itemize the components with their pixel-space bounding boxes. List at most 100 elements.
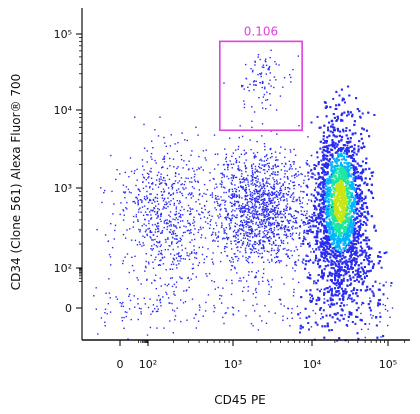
event-dot (258, 195, 260, 198)
event-dot (334, 212, 337, 215)
event-dot (315, 217, 317, 219)
event-dot (322, 146, 324, 148)
event-dot (361, 192, 363, 195)
event-dot (331, 149, 334, 151)
event-dot (241, 206, 244, 208)
event-dot (307, 171, 310, 174)
event-dot (324, 163, 327, 166)
event-dot (329, 181, 332, 184)
event-dot (344, 231, 347, 233)
event-dot (326, 212, 329, 215)
event-dot (300, 173, 302, 175)
event-dot (332, 165, 335, 168)
event-dot (352, 180, 355, 182)
event-dot (323, 226, 326, 229)
event-dot (262, 212, 264, 214)
event-dot (333, 240, 336, 243)
event-dot (356, 162, 359, 165)
event-dot (228, 225, 231, 227)
event-dot (243, 219, 245, 221)
event-dot (251, 231, 253, 233)
event-dot (324, 254, 326, 256)
event-dot (232, 214, 234, 216)
event-dot (274, 151, 277, 153)
event-dot (353, 186, 356, 189)
event-dot (279, 211, 281, 213)
event-dot (275, 255, 278, 258)
event-dot (292, 221, 294, 223)
event-dot (347, 238, 349, 241)
event-dot (373, 114, 376, 116)
event-dot (324, 157, 327, 160)
event-dot (358, 210, 361, 213)
event-dot (331, 227, 334, 229)
event-dot (377, 299, 380, 302)
event-dot (334, 135, 337, 138)
event-dot (302, 240, 305, 242)
event-dot (348, 94, 351, 97)
event-dot (275, 195, 278, 198)
event-dot (323, 193, 326, 196)
event-dot (235, 233, 237, 236)
event-dot (349, 137, 352, 140)
event-dot (335, 281, 338, 284)
event-dot (336, 224, 339, 227)
event-dot (370, 260, 373, 263)
event-dot (364, 181, 367, 184)
event-dot (347, 179, 350, 182)
event-dot (341, 97, 344, 100)
event-dot (312, 261, 315, 264)
event-dot (234, 235, 236, 237)
event-dot (332, 184, 335, 186)
event-dot (251, 203, 254, 205)
event-dot (360, 212, 363, 215)
event-dot (335, 223, 338, 226)
event-dot (256, 169, 258, 171)
event-dot (314, 187, 317, 189)
event-dot (348, 165, 351, 168)
event-dot (256, 181, 258, 184)
event-dot (336, 255, 338, 257)
event-dot (377, 304, 379, 307)
event-dot (330, 263, 333, 266)
event-dot (322, 186, 325, 189)
event-dot (364, 255, 367, 258)
event-dot (356, 251, 359, 254)
event-dot (351, 202, 354, 205)
event-dot (359, 271, 362, 273)
event-dot (334, 282, 337, 285)
event-dot (357, 221, 360, 223)
event-dot (356, 207, 359, 210)
event-dot (351, 215, 354, 218)
event-dot (298, 254, 300, 257)
event-dot (304, 237, 306, 239)
event-dot (307, 136, 309, 138)
event-dot (319, 140, 322, 143)
event-dot (347, 85, 350, 88)
event-dot (326, 242, 329, 245)
event-dot (265, 221, 267, 223)
event-dot (334, 160, 337, 163)
event-dot (332, 203, 335, 205)
event-dot (353, 224, 356, 227)
event-dot (349, 240, 352, 243)
event-dot (279, 227, 281, 230)
event-dot (364, 168, 367, 171)
event-dot (335, 291, 338, 294)
event-dot (331, 236, 334, 239)
event-dot (262, 245, 265, 247)
event-dot (329, 204, 332, 207)
event-dot (267, 280, 270, 283)
event-dot (385, 251, 388, 254)
event-dot (272, 233, 274, 235)
event-dot (289, 219, 292, 222)
event-dot (346, 225, 349, 228)
event-dot (276, 226, 278, 228)
event-dot (283, 193, 285, 195)
event-dot (306, 203, 309, 205)
event-dot (334, 275, 337, 278)
event-dot (260, 199, 262, 201)
event-dot (318, 297, 321, 300)
event-dot (330, 210, 333, 213)
event-dot (314, 196, 317, 199)
